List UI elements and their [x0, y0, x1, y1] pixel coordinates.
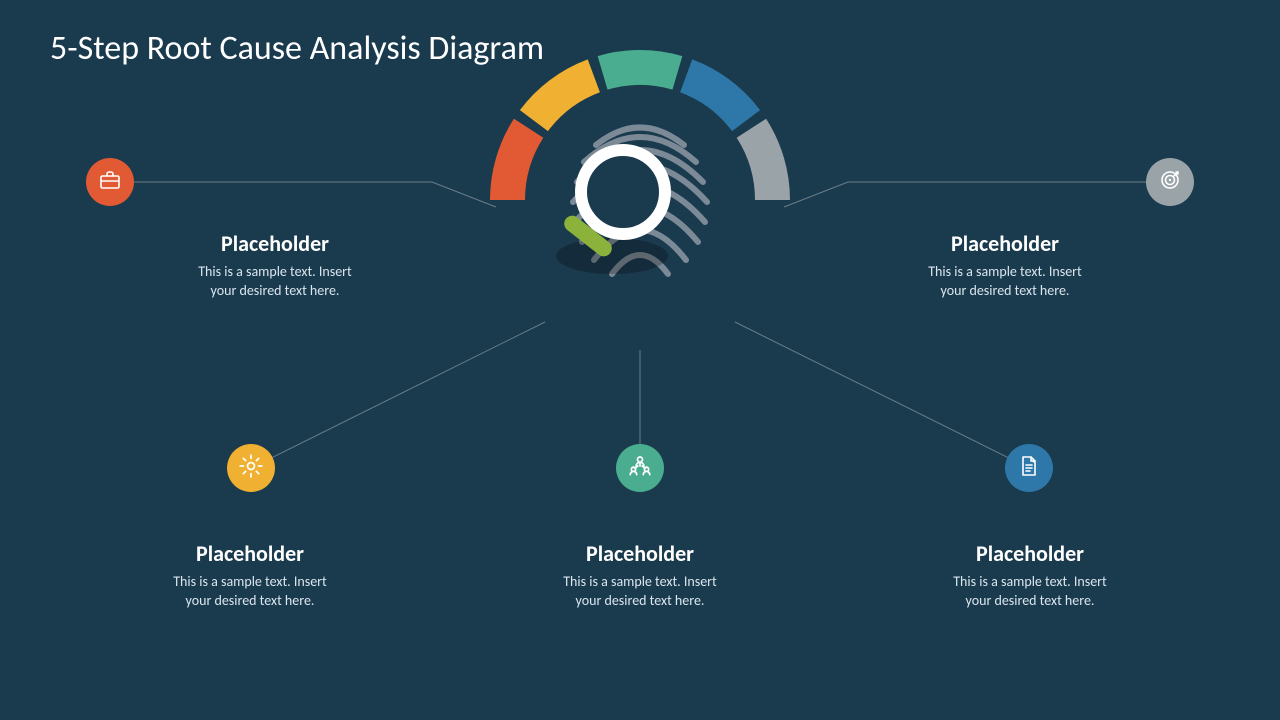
step-text-1: Placeholder This is a sample text. Inser…	[145, 230, 405, 301]
step-body-3: This is a sample text. Insert your desir…	[510, 573, 770, 611]
briefcase-icon	[98, 168, 122, 197]
connector-1	[110, 182, 496, 207]
step-icon-3	[616, 444, 664, 492]
people-icon	[627, 453, 653, 484]
step-body-2: This is a sample text. Insert your desir…	[120, 573, 380, 611]
step-body-5: This is a sample text. Insert your desir…	[875, 263, 1135, 301]
arc-segment-5	[737, 119, 790, 200]
step-title-3: Placeholder	[510, 540, 770, 567]
step-icon-2	[227, 444, 275, 492]
target-icon	[1158, 168, 1182, 197]
step-title-5: Placeholder	[875, 230, 1135, 257]
step-body-4: This is a sample text. Insert your desir…	[900, 573, 1160, 611]
step-icon-1	[86, 158, 134, 206]
document-icon	[1017, 454, 1041, 483]
connector-5	[784, 182, 1170, 207]
step-text-4: Placeholder This is a sample text. Inser…	[900, 540, 1160, 611]
step-body-1: This is a sample text. Insert your desir…	[145, 263, 405, 301]
arc-segment-1	[490, 119, 543, 200]
step-text-2: Placeholder This is a sample text. Inser…	[120, 540, 380, 611]
arc-segment-4	[680, 59, 760, 131]
step-text-5: Placeholder This is a sample text. Inser…	[875, 230, 1135, 301]
diagram-stage	[0, 0, 1280, 720]
step-title-1: Placeholder	[145, 230, 405, 257]
connector-2	[251, 322, 545, 468]
connector-4	[735, 322, 1029, 468]
step-icon-4	[1005, 444, 1053, 492]
step-text-3: Placeholder This is a sample text. Inser…	[510, 540, 770, 611]
step-title-4: Placeholder	[900, 540, 1160, 567]
step-title-2: Placeholder	[120, 540, 380, 567]
gear-icon	[238, 453, 264, 484]
step-icon-5	[1146, 158, 1194, 206]
arc-segment-3	[598, 50, 683, 90]
arc-segment-2	[520, 59, 600, 131]
magnifier-icon	[556, 150, 668, 274]
